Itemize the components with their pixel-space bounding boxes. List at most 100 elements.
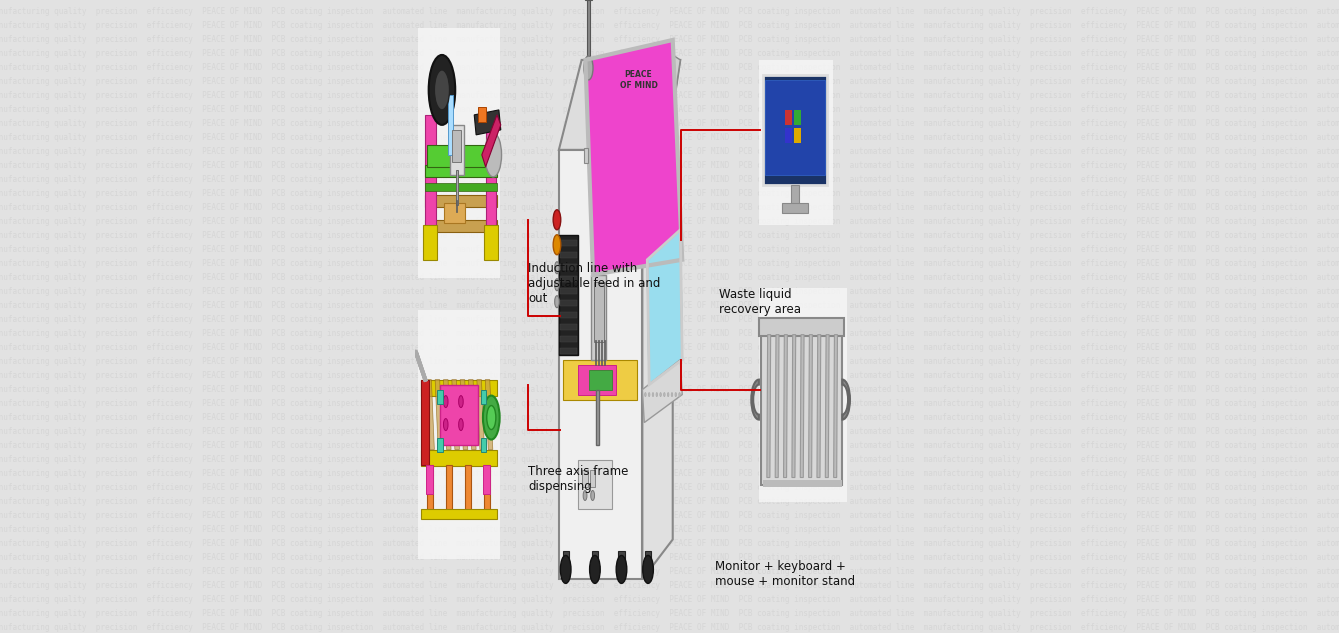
Bar (486, 115, 497, 235)
Polygon shape (643, 45, 680, 150)
Circle shape (675, 392, 676, 397)
Text: PEACE OF MIND  PCB coating inspection  automated line  manufacturing quality  pr: PEACE OF MIND PCB coating inspection aut… (0, 189, 1339, 198)
Text: PEACE OF MIND  PCB coating inspection  automated line  manufacturing quality  pr: PEACE OF MIND PCB coating inspection aut… (0, 91, 1339, 101)
Circle shape (553, 210, 561, 230)
Bar (446, 465, 451, 515)
Bar (483, 225, 498, 260)
Bar (558, 235, 578, 354)
Bar (424, 195, 497, 207)
Circle shape (434, 70, 450, 110)
Bar (558, 150, 643, 579)
Circle shape (561, 555, 570, 584)
Text: PEACE OF MIND  PCB coating inspection  automated line  manufacturing quality  pr: PEACE OF MIND PCB coating inspection aut… (0, 260, 1339, 268)
Text: PEACE
OF MIND: PEACE OF MIND (620, 70, 657, 90)
Polygon shape (767, 335, 771, 477)
Bar (424, 220, 497, 232)
Bar (426, 465, 432, 494)
Bar (590, 275, 607, 360)
Bar (794, 128, 801, 143)
Text: PEACE OF MIND  PCB coating inspection  automated line  manufacturing quality  pr: PEACE OF MIND PCB coating inspection aut… (0, 315, 1339, 324)
Text: PEACE OF MIND  PCB coating inspection  automated line  manufacturing quality  pr: PEACE OF MIND PCB coating inspection aut… (0, 609, 1339, 618)
Bar (438, 437, 443, 451)
Text: PEACE OF MIND  PCB coating inspection  automated line  manufacturing quality  pr: PEACE OF MIND PCB coating inspection aut… (0, 623, 1339, 632)
Polygon shape (585, 40, 682, 275)
Circle shape (584, 491, 586, 501)
Bar (759, 60, 833, 225)
Bar (759, 288, 846, 503)
Bar (418, 310, 499, 560)
Text: PEACE OF MIND  PCB coating inspection  automated line  manufacturing quality  pr: PEACE OF MIND PCB coating inspection aut… (0, 581, 1339, 590)
Text: PEACE OF MIND  PCB coating inspection  automated line  manufacturing quality  pr: PEACE OF MIND PCB coating inspection aut… (0, 175, 1339, 184)
Bar (478, 107, 486, 122)
Text: PEACE OF MIND  PCB coating inspection  automated line  manufacturing quality  pr: PEACE OF MIND PCB coating inspection aut… (0, 49, 1339, 58)
Text: PEACE OF MIND  PCB coating inspection  automated line  manufacturing quality  pr: PEACE OF MIND PCB coating inspection aut… (0, 134, 1339, 142)
Text: PEACE OF MIND  PCB coating inspection  automated line  manufacturing quality  pr: PEACE OF MIND PCB coating inspection aut… (0, 399, 1339, 408)
Bar (560, 240, 577, 246)
Bar (645, 551, 651, 570)
Text: PEACE OF MIND  PCB coating inspection  automated line  manufacturing quality  pr: PEACE OF MIND PCB coating inspection aut… (0, 483, 1339, 492)
Bar (447, 95, 454, 155)
Text: Waste liquid
recovery area: Waste liquid recovery area (719, 288, 801, 316)
Polygon shape (558, 60, 680, 150)
Text: PEACE OF MIND  PCB coating inspection  automated line  manufacturing quality  pr: PEACE OF MIND PCB coating inspection aut… (0, 525, 1339, 534)
Circle shape (459, 418, 463, 430)
Text: PEACE OF MIND  PCB coating inspection  automated line  manufacturing quality  pr: PEACE OF MIND PCB coating inspection aut… (0, 35, 1339, 44)
Bar (765, 80, 825, 175)
Text: PEACE OF MIND  PCB coating inspection  automated line  manufacturing quality  pr: PEACE OF MIND PCB coating inspection aut… (0, 595, 1339, 604)
Bar (578, 365, 616, 394)
Bar (593, 282, 604, 342)
Polygon shape (834, 335, 837, 477)
Text: PEACE OF MIND  PCB coating inspection  automated line  manufacturing quality  pr: PEACE OF MIND PCB coating inspection aut… (0, 553, 1339, 562)
Polygon shape (485, 380, 493, 449)
Text: PEACE OF MIND  PCB coating inspection  automated line  manufacturing quality  pr: PEACE OF MIND PCB coating inspection aut… (0, 511, 1339, 520)
Bar (590, 470, 596, 487)
Text: PEACE OF MIND  PCB coating inspection  automated line  manufacturing quality  pr: PEACE OF MIND PCB coating inspection aut… (0, 287, 1339, 296)
Text: PEACE OF MIND  PCB coating inspection  automated line  manufacturing quality  pr: PEACE OF MIND PCB coating inspection aut… (0, 77, 1339, 87)
Polygon shape (435, 380, 443, 449)
Text: PEACE OF MIND  PCB coating inspection  automated line  manufacturing quality  pr: PEACE OF MIND PCB coating inspection aut… (0, 161, 1339, 170)
Text: PEACE OF MIND  PCB coating inspection  automated line  manufacturing quality  pr: PEACE OF MIND PCB coating inspection aut… (0, 63, 1339, 72)
Circle shape (671, 392, 672, 397)
Bar (450, 125, 465, 175)
Wedge shape (842, 380, 850, 420)
Bar (455, 170, 458, 205)
Circle shape (648, 392, 649, 397)
Bar (560, 299, 577, 306)
Bar (483, 465, 490, 494)
Text: PEACE OF MIND  PCB coating inspection  automated line  manufacturing quality  pr: PEACE OF MIND PCB coating inspection aut… (0, 539, 1339, 548)
Bar (418, 28, 499, 278)
Bar (427, 145, 494, 167)
Bar (560, 311, 577, 318)
Circle shape (656, 392, 657, 397)
Bar (562, 360, 636, 399)
Bar (481, 437, 486, 451)
Bar (584, 148, 588, 163)
Circle shape (443, 418, 449, 430)
Text: PEACE OF MIND  PCB coating inspection  automated line  manufacturing quality  pr: PEACE OF MIND PCB coating inspection aut… (0, 147, 1339, 156)
Circle shape (590, 491, 595, 501)
Bar (782, 203, 809, 213)
Polygon shape (775, 335, 779, 477)
Text: Monitor + keyboard +
mouse + monitor stand: Monitor + keyboard + mouse + monitor sta… (715, 560, 856, 587)
Bar (562, 551, 569, 570)
Text: Three axis frame
dispensing: Three axis frame dispensing (528, 465, 628, 492)
Text: PEACE OF MIND  PCB coating inspection  automated line  manufacturing quality  pr: PEACE OF MIND PCB coating inspection aut… (0, 245, 1339, 254)
Bar (560, 335, 577, 342)
Bar (427, 465, 432, 515)
Polygon shape (443, 380, 451, 449)
Bar (786, 128, 793, 143)
Circle shape (664, 392, 665, 397)
Polygon shape (461, 380, 467, 449)
Bar (560, 276, 577, 282)
Polygon shape (783, 335, 787, 477)
Bar (582, 470, 588, 487)
Text: PEACE OF MIND  PCB coating inspection  automated line  manufacturing quality  pr: PEACE OF MIND PCB coating inspection aut… (0, 441, 1339, 450)
Polygon shape (643, 360, 682, 423)
Bar (560, 288, 577, 294)
Bar (465, 465, 471, 515)
Circle shape (679, 392, 680, 397)
Bar (453, 130, 462, 162)
Circle shape (584, 56, 593, 80)
Bar (763, 480, 842, 487)
Polygon shape (647, 230, 682, 385)
